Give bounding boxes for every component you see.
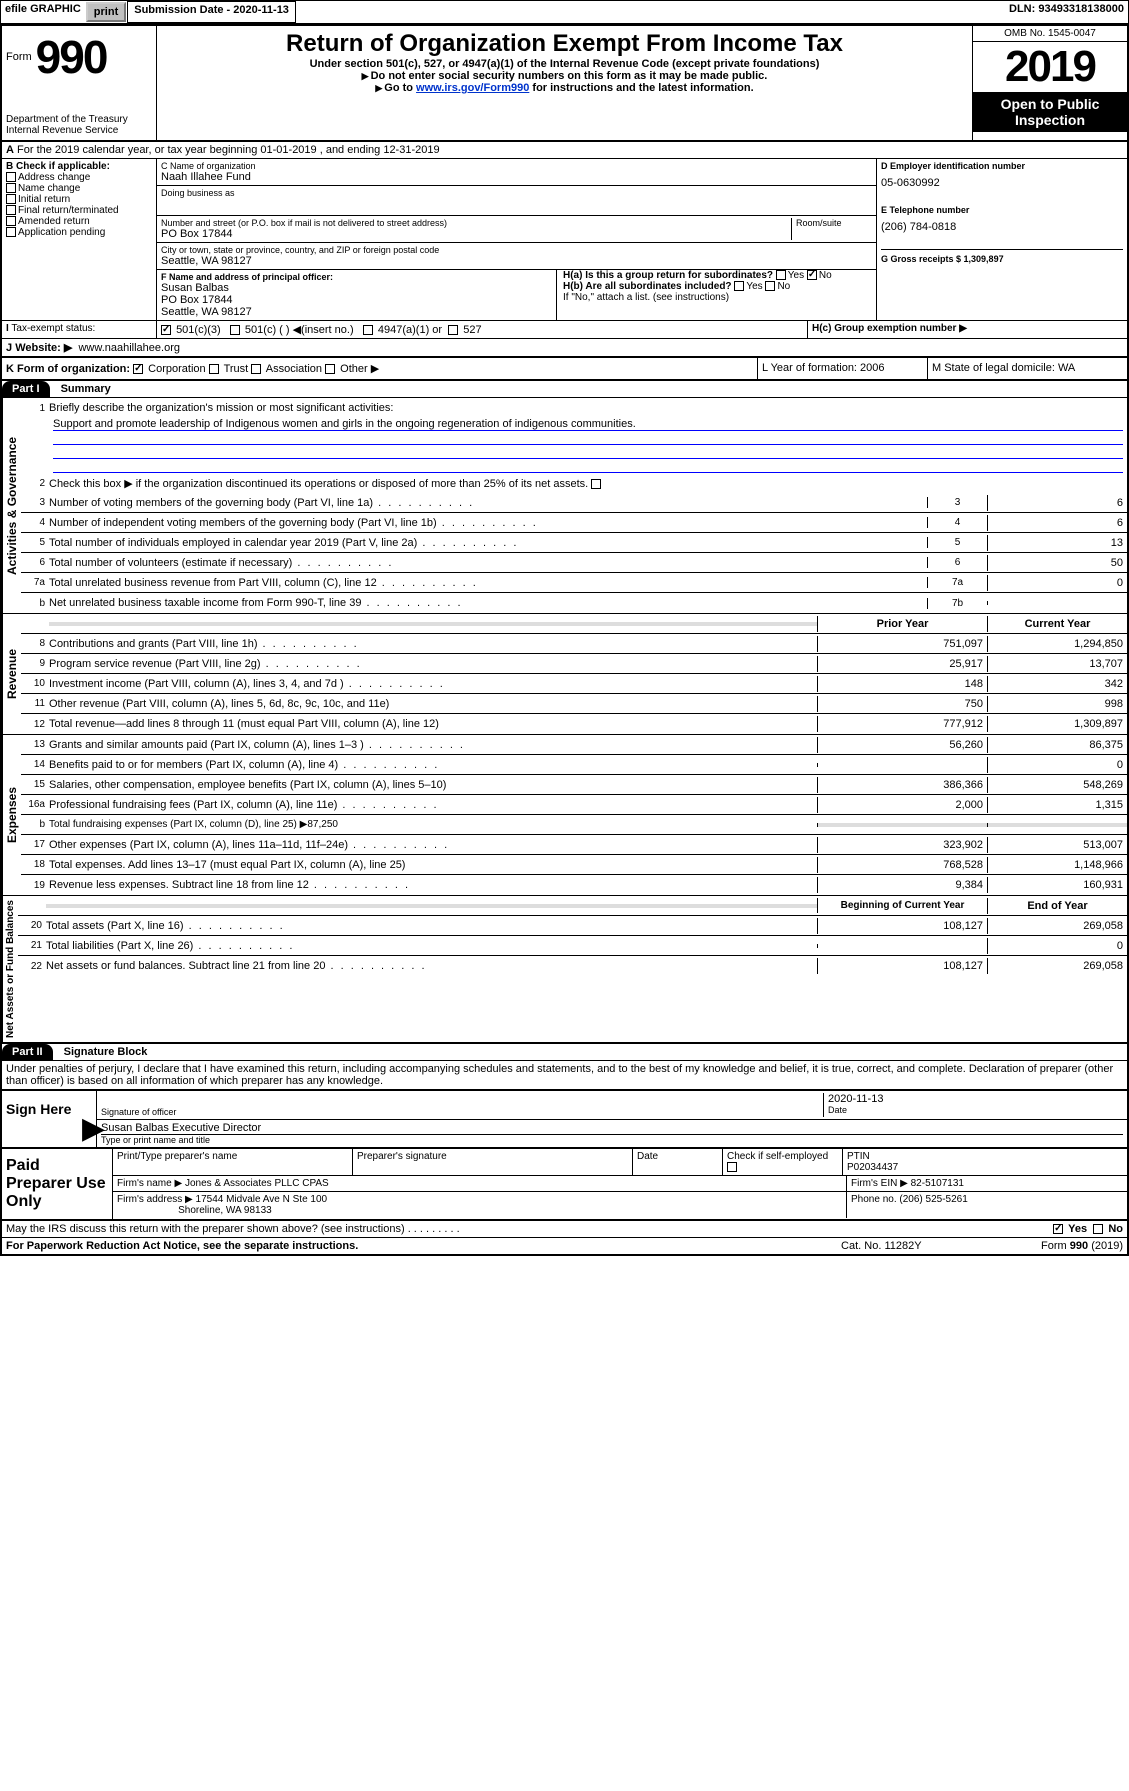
form-ref: Form 990 (2019)	[1041, 1240, 1123, 1252]
h-a: H(a) Is this a group return for subordin…	[563, 270, 773, 281]
form-container: Form 990 Department of the Treasury Inte…	[0, 24, 1129, 1256]
dba-label: Doing business as	[161, 188, 872, 198]
section-expenses: Expenses	[2, 735, 21, 895]
chk-501c3[interactable]	[161, 325, 171, 335]
addr: PO Box 17844	[161, 228, 791, 240]
section-activities: Activities & Governance	[2, 398, 21, 613]
form-number: 990	[36, 30, 107, 84]
f-addr1: PO Box 17844	[161, 294, 552, 306]
chk-501c[interactable]	[230, 325, 240, 335]
f-label: F Name and address of principal officer:	[161, 272, 552, 282]
h-c: H(c) Group exemption number ▶	[812, 323, 967, 334]
efile-label: efile GRAPHIC	[1, 1, 85, 23]
checkbox-initial[interactable]	[6, 194, 16, 204]
v6: 50	[987, 555, 1127, 571]
chk-trust[interactable]	[209, 364, 219, 374]
row-a: A For the 2019 calendar year, or tax yea…	[2, 142, 1127, 159]
form-title: Return of Organization Exempt From Incom…	[165, 30, 964, 58]
ptin: P02034437	[847, 1162, 1123, 1173]
section-net: Net Assets or Fund Balances	[2, 896, 18, 1042]
sign-here: Sign Here	[2, 1091, 82, 1147]
cat-no: Cat. No. 11282Y	[841, 1240, 1041, 1252]
h-b-note: If "No," attach a list. (see instruction…	[563, 292, 876, 303]
omb-number: OMB No. 1545-0047	[973, 26, 1127, 42]
org-name: Naah Illahee Fund	[161, 171, 872, 183]
room-label: Room/suite	[796, 218, 872, 228]
v4: 6	[987, 515, 1127, 531]
irs-link[interactable]: www.irs.gov/Form990	[416, 82, 529, 94]
state-domicile: M State of legal domicile: WA	[927, 358, 1127, 379]
dln-label: DLN: 93493318138000	[1005, 1, 1128, 23]
discuss-yes[interactable]	[1053, 1224, 1063, 1234]
taxex-label: Tax-exempt status:	[11, 323, 95, 334]
part2-title: Signature Block	[56, 1044, 156, 1060]
section-revenue: Revenue	[2, 614, 21, 734]
hb-no[interactable]	[765, 281, 775, 291]
checkbox-amended[interactable]	[6, 216, 16, 226]
goto-prefix: Go to	[375, 82, 416, 94]
firm-phone: (206) 525-5261	[899, 1194, 967, 1205]
officer-name: Susan Balbas Executive Director	[101, 1122, 1123, 1135]
section-b-title: B Check if applicable:	[6, 161, 152, 172]
v7a: 0	[987, 575, 1127, 591]
discuss: May the IRS discuss this return with the…	[6, 1223, 1053, 1235]
submission-date: Submission Date - 2020-11-13	[127, 1, 296, 23]
city: Seattle, WA 98127	[161, 255, 872, 267]
part1-title: Summary	[53, 381, 119, 397]
tel: (206) 784-0818	[881, 221, 1123, 233]
checkbox-final[interactable]	[6, 205, 16, 215]
goto-suffix: for instructions and the latest informat…	[532, 82, 753, 94]
f-addr2: Seattle, WA 98127	[161, 306, 552, 318]
ha-no[interactable]	[807, 270, 817, 280]
tax-year: 2019	[973, 42, 1127, 92]
addr-label: Number and street (or P.O. box if mail i…	[161, 218, 791, 228]
pra: For Paperwork Reduction Act Notice, see …	[6, 1240, 841, 1252]
top-toolbar: efile GRAPHIC print Submission Date - 20…	[0, 0, 1129, 24]
chk-self-emp[interactable]	[727, 1162, 737, 1172]
mission: Support and promote leadership of Indige…	[53, 418, 1123, 431]
checkbox-name[interactable]	[6, 183, 16, 193]
chk-assoc[interactable]	[251, 364, 261, 374]
ha-yes[interactable]	[776, 270, 786, 280]
korg-label: K Form of organization:	[6, 363, 130, 375]
v7b	[987, 601, 1127, 605]
gross-receipts: G Gross receipts $ 1,309,897	[881, 249, 1123, 264]
tel-label: E Telephone number	[881, 205, 1123, 215]
subtitle-1: Under section 501(c), 527, or 4947(a)(1)…	[165, 58, 964, 70]
open-public: Open to Public Inspection	[973, 92, 1127, 132]
f-name: Susan Balbas	[161, 282, 552, 294]
chk-527[interactable]	[448, 325, 458, 335]
website-label: Website: ▶	[15, 342, 72, 354]
firm-ein: 82-5107131	[911, 1178, 964, 1189]
website: www.naahillahee.org	[78, 342, 180, 354]
perjury: Under penalties of perjury, I declare th…	[2, 1060, 1127, 1089]
chk-corp[interactable]	[133, 364, 143, 374]
chk-other[interactable]	[325, 364, 335, 374]
ein: 05-0630992	[881, 177, 1123, 189]
part1-header: Part I	[2, 381, 50, 397]
paid-preparer: Paid Preparer Use Only	[2, 1149, 112, 1219]
year-formation: L Year of formation: 2006	[757, 358, 927, 379]
ein-label: D Employer identification number	[881, 161, 1123, 171]
print-button[interactable]: print	[86, 2, 126, 22]
arrow-icon: ▶	[82, 1091, 97, 1147]
dept-label: Department of the Treasury Internal Reve…	[6, 114, 152, 136]
checkbox-address[interactable]	[6, 172, 16, 182]
discuss-no[interactable]	[1093, 1224, 1103, 1234]
org-name-label: C Name of organization	[161, 161, 872, 171]
city-label: City or town, state or province, country…	[161, 245, 872, 255]
form-word: Form	[6, 51, 32, 63]
part2-header: Part II	[2, 1044, 53, 1060]
v5: 13	[987, 535, 1127, 551]
chk-discontinued[interactable]	[591, 479, 601, 489]
chk-4947[interactable]	[363, 325, 373, 335]
subtitle-2: Do not enter social security numbers on …	[165, 70, 964, 82]
h-b: H(b) Are all subordinates included?	[563, 281, 732, 292]
checkbox-app[interactable]	[6, 227, 16, 237]
firm-addr: 17544 Midvale Ave N Ste 100	[196, 1194, 328, 1205]
hb-yes[interactable]	[734, 281, 744, 291]
v3: 6	[987, 495, 1127, 511]
firm-name: Jones & Associates PLLC CPAS	[185, 1178, 329, 1189]
